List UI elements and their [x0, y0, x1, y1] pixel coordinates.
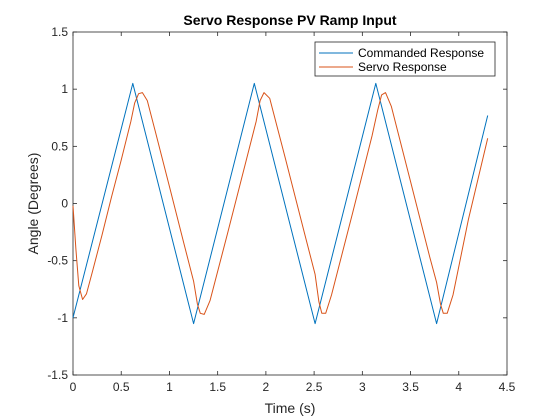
x-tick-label: 1.5 — [209, 380, 226, 394]
y-axis-label: Angle (Degrees) — [25, 153, 41, 255]
x-tick-label: 0 — [70, 380, 77, 394]
y-tick-label: -1 — [57, 311, 68, 325]
legend-box — [314, 41, 496, 77]
y-tick-label: 0.5 — [51, 139, 68, 153]
plot-area — [72, 31, 508, 376]
x-tick-label: 3.5 — [402, 380, 419, 394]
y-tick-label: 1.5 — [51, 25, 68, 39]
x-tick-label: 4 — [455, 380, 462, 394]
x-tick-label: 3 — [359, 380, 366, 394]
x-tick-label: 4.5 — [499, 380, 516, 394]
x-tick-label: 2 — [263, 380, 270, 394]
x-tick-label: 1 — [166, 380, 173, 394]
legend-label: Commanded Response — [358, 46, 484, 60]
y-tick-label: 0 — [61, 197, 68, 211]
legend-label: Servo Response — [358, 60, 447, 74]
y-tick-label: 1 — [61, 82, 68, 96]
x-tick-label: 0.5 — [113, 380, 130, 394]
y-tick-label: -0.5 — [47, 254, 68, 268]
series-layer — [72, 82, 489, 325]
y-tick-label: -1.5 — [47, 368, 68, 382]
series-line-servo-response — [72, 92, 489, 315]
chart-title: Servo Response PV Ramp Input — [183, 12, 396, 28]
x-tick-label: 2.5 — [306, 380, 323, 394]
axis-ticks: 0 0.5 1 1.5 2 2.5 3 3.5 4 4.5 -1.5 -1 -0.5 0 0.5 1 1.5 — [47, 25, 515, 394]
x-axis-label: Time (s) — [265, 400, 316, 416]
series-line-commanded-response — [72, 82, 489, 325]
